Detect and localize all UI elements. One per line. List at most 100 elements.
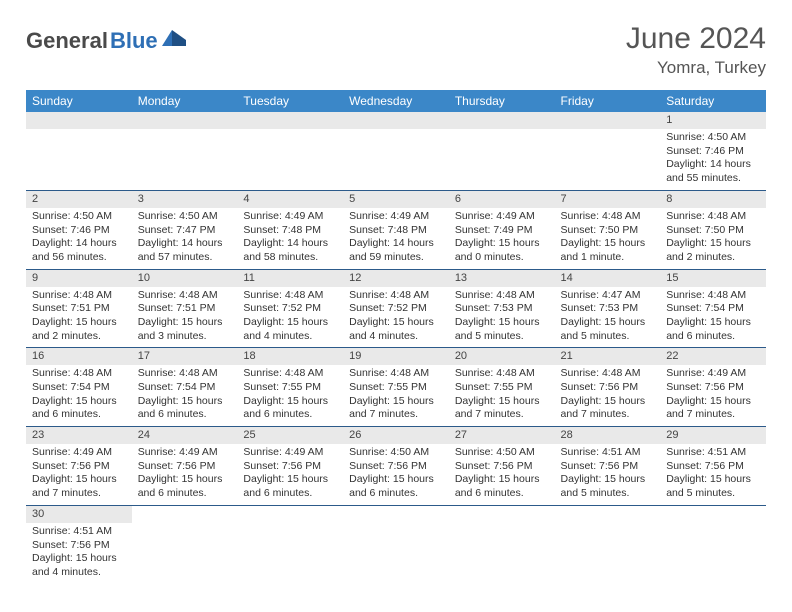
day-header: Tuesday xyxy=(237,90,343,112)
day-details: Sunrise: 4:49 AMSunset: 7:48 PMDaylight:… xyxy=(343,208,449,269)
day-details: Sunrise: 4:51 AMSunset: 7:56 PMDaylight:… xyxy=(555,444,661,505)
day-details: Sunrise: 4:48 AMSunset: 7:51 PMDaylight:… xyxy=(26,287,132,348)
day-details: Sunrise: 4:48 AMSunset: 7:50 PMDaylight:… xyxy=(555,208,661,269)
sunset-text: Sunset: 7:50 PM xyxy=(561,224,655,238)
calendar-cell: 3Sunrise: 4:50 AMSunset: 7:47 PMDaylight… xyxy=(132,190,238,269)
day-details: Sunrise: 4:49 AMSunset: 7:56 PMDaylight:… xyxy=(132,444,238,505)
calendar-cell: 6Sunrise: 4:49 AMSunset: 7:49 PMDaylight… xyxy=(449,190,555,269)
calendar-cell: 22Sunrise: 4:49 AMSunset: 7:56 PMDayligh… xyxy=(660,348,766,427)
calendar-cell: 11Sunrise: 4:48 AMSunset: 7:52 PMDayligh… xyxy=(237,269,343,348)
sunset-text: Sunset: 7:53 PM xyxy=(561,302,655,316)
daylight-text: Daylight: 15 hours and 0 minutes. xyxy=(455,237,549,264)
sunrise-text: Sunrise: 4:48 AM xyxy=(666,210,760,224)
calendar-row: 2Sunrise: 4:50 AMSunset: 7:46 PMDaylight… xyxy=(26,190,766,269)
daylight-text: Daylight: 15 hours and 5 minutes. xyxy=(455,316,549,343)
day-details: Sunrise: 4:48 AMSunset: 7:55 PMDaylight:… xyxy=(237,365,343,426)
calendar-cell: 26Sunrise: 4:50 AMSunset: 7:56 PMDayligh… xyxy=(343,427,449,506)
sunset-text: Sunset: 7:55 PM xyxy=(243,381,337,395)
logo-mark-icon xyxy=(162,30,186,46)
day-details: Sunrise: 4:48 AMSunset: 7:53 PMDaylight:… xyxy=(449,287,555,348)
day-number: 24 xyxy=(132,427,238,444)
day-number: 10 xyxy=(132,270,238,287)
sunrise-text: Sunrise: 4:48 AM xyxy=(32,367,126,381)
calendar-row: 30Sunrise: 4:51 AMSunset: 7:56 PMDayligh… xyxy=(26,505,766,583)
day-details: Sunrise: 4:50 AMSunset: 7:46 PMDaylight:… xyxy=(26,208,132,269)
day-details: Sunrise: 4:50 AMSunset: 7:46 PMDaylight:… xyxy=(660,129,766,190)
daylight-text: Daylight: 15 hours and 6 minutes. xyxy=(666,316,760,343)
calendar-cell xyxy=(343,112,449,190)
day-number: 1 xyxy=(660,112,766,129)
daylight-text: Daylight: 15 hours and 5 minutes. xyxy=(561,316,655,343)
sunset-text: Sunset: 7:56 PM xyxy=(561,460,655,474)
sunset-text: Sunset: 7:56 PM xyxy=(561,381,655,395)
day-number: 29 xyxy=(660,427,766,444)
day-details: Sunrise: 4:47 AMSunset: 7:53 PMDaylight:… xyxy=(555,287,661,348)
daylight-text: Daylight: 15 hours and 5 minutes. xyxy=(666,473,760,500)
sunset-text: Sunset: 7:56 PM xyxy=(666,460,760,474)
daylight-text: Daylight: 15 hours and 1 minute. xyxy=(561,237,655,264)
day-details: Sunrise: 4:50 AMSunset: 7:47 PMDaylight:… xyxy=(132,208,238,269)
day-details: Sunrise: 4:50 AMSunset: 7:56 PMDaylight:… xyxy=(449,444,555,505)
day-details: Sunrise: 4:48 AMSunset: 7:54 PMDaylight:… xyxy=(26,365,132,426)
month-title: June 2024 xyxy=(626,22,766,56)
day-number: 9 xyxy=(26,270,132,287)
sunrise-text: Sunrise: 4:48 AM xyxy=(561,367,655,381)
empty-day-bar xyxy=(449,112,555,129)
sunrise-text: Sunrise: 4:48 AM xyxy=(455,289,549,303)
sunset-text: Sunset: 7:56 PM xyxy=(138,460,232,474)
daylight-text: Daylight: 14 hours and 56 minutes. xyxy=(32,237,126,264)
sunrise-text: Sunrise: 4:47 AM xyxy=(561,289,655,303)
calendar-cell: 9Sunrise: 4:48 AMSunset: 7:51 PMDaylight… xyxy=(26,269,132,348)
calendar-cell: 25Sunrise: 4:49 AMSunset: 7:56 PMDayligh… xyxy=(237,427,343,506)
calendar-cell xyxy=(237,112,343,190)
calendar-cell: 21Sunrise: 4:48 AMSunset: 7:56 PMDayligh… xyxy=(555,348,661,427)
sunrise-text: Sunrise: 4:50 AM xyxy=(666,131,760,145)
daylight-text: Daylight: 15 hours and 4 minutes. xyxy=(349,316,443,343)
daylight-text: Daylight: 15 hours and 5 minutes. xyxy=(561,473,655,500)
calendar-cell: 8Sunrise: 4:48 AMSunset: 7:50 PMDaylight… xyxy=(660,190,766,269)
calendar-row: 16Sunrise: 4:48 AMSunset: 7:54 PMDayligh… xyxy=(26,348,766,427)
day-details: Sunrise: 4:48 AMSunset: 7:50 PMDaylight:… xyxy=(660,208,766,269)
calendar-row: 23Sunrise: 4:49 AMSunset: 7:56 PMDayligh… xyxy=(26,427,766,506)
day-number: 4 xyxy=(237,191,343,208)
daylight-text: Daylight: 14 hours and 55 minutes. xyxy=(666,158,760,185)
sunrise-text: Sunrise: 4:48 AM xyxy=(349,367,443,381)
sunset-text: Sunset: 7:48 PM xyxy=(349,224,443,238)
calendar-cell: 29Sunrise: 4:51 AMSunset: 7:56 PMDayligh… xyxy=(660,427,766,506)
daylight-text: Daylight: 15 hours and 4 minutes. xyxy=(32,552,126,579)
calendar-cell: 15Sunrise: 4:48 AMSunset: 7:54 PMDayligh… xyxy=(660,269,766,348)
sunrise-text: Sunrise: 4:50 AM xyxy=(32,210,126,224)
daylight-text: Daylight: 15 hours and 7 minutes. xyxy=(32,473,126,500)
day-number: 6 xyxy=(449,191,555,208)
day-header: Thursday xyxy=(449,90,555,112)
day-number: 15 xyxy=(660,270,766,287)
daylight-text: Daylight: 14 hours and 57 minutes. xyxy=(138,237,232,264)
day-number: 5 xyxy=(343,191,449,208)
day-header: Friday xyxy=(555,90,661,112)
calendar-cell: 4Sunrise: 4:49 AMSunset: 7:48 PMDaylight… xyxy=(237,190,343,269)
day-details: Sunrise: 4:49 AMSunset: 7:56 PMDaylight:… xyxy=(237,444,343,505)
day-details: Sunrise: 4:48 AMSunset: 7:56 PMDaylight:… xyxy=(555,365,661,426)
sunrise-text: Sunrise: 4:51 AM xyxy=(561,446,655,460)
calendar-cell xyxy=(449,505,555,583)
sunrise-text: Sunrise: 4:48 AM xyxy=(349,289,443,303)
day-details: Sunrise: 4:49 AMSunset: 7:56 PMDaylight:… xyxy=(660,365,766,426)
sunset-text: Sunset: 7:52 PM xyxy=(243,302,337,316)
daylight-text: Daylight: 15 hours and 6 minutes. xyxy=(455,473,549,500)
sunset-text: Sunset: 7:54 PM xyxy=(32,381,126,395)
logo-text-dark: General xyxy=(26,28,108,54)
day-details: Sunrise: 4:50 AMSunset: 7:56 PMDaylight:… xyxy=(343,444,449,505)
sunset-text: Sunset: 7:47 PM xyxy=(138,224,232,238)
daylight-text: Daylight: 15 hours and 7 minutes. xyxy=(666,395,760,422)
daylight-text: Daylight: 15 hours and 6 minutes. xyxy=(32,395,126,422)
sunrise-text: Sunrise: 4:48 AM xyxy=(561,210,655,224)
sunset-text: Sunset: 7:52 PM xyxy=(349,302,443,316)
sunset-text: Sunset: 7:53 PM xyxy=(455,302,549,316)
sunset-text: Sunset: 7:54 PM xyxy=(138,381,232,395)
calendar-cell: 30Sunrise: 4:51 AMSunset: 7:56 PMDayligh… xyxy=(26,505,132,583)
calendar-cell xyxy=(343,505,449,583)
sunset-text: Sunset: 7:49 PM xyxy=(455,224,549,238)
sunrise-text: Sunrise: 4:51 AM xyxy=(32,525,126,539)
day-number: 27 xyxy=(449,427,555,444)
sunrise-text: Sunrise: 4:50 AM xyxy=(349,446,443,460)
